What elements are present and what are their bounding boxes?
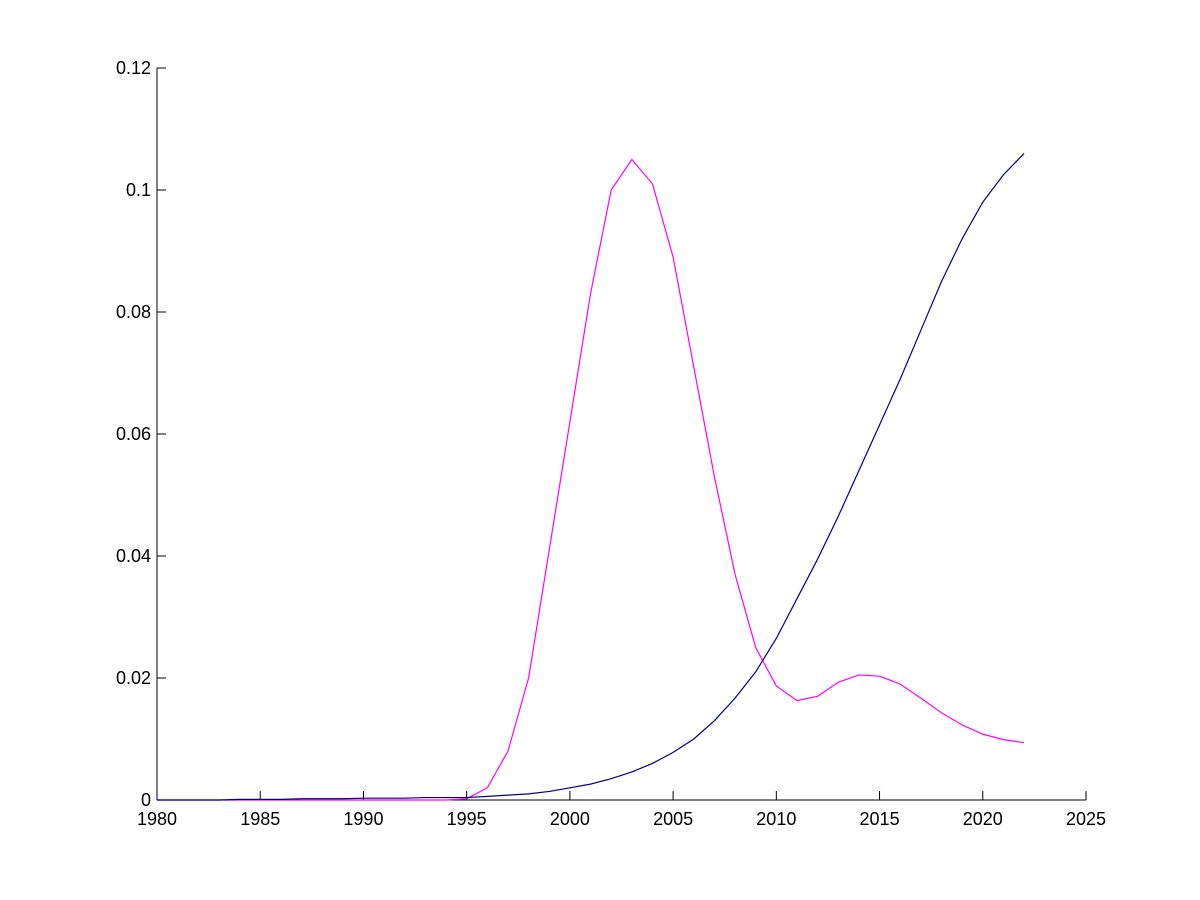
x-tick-label: 2010	[756, 809, 796, 829]
y-tick-label: 0.04	[116, 546, 151, 566]
series-line	[157, 152, 1025, 801]
x-tick-label: 1980	[137, 809, 177, 829]
y-tick-label: 0	[141, 790, 151, 810]
x-tick-label: 2015	[860, 809, 900, 829]
x-tick-label: 2000	[550, 809, 590, 829]
x-tick-label: 1990	[343, 809, 383, 829]
x-tick-label: 1995	[447, 809, 487, 829]
y-tick-label: 0.06	[116, 424, 151, 444]
y-tick-label: 0.1	[126, 180, 151, 200]
x-tick-label: 2020	[963, 809, 1003, 829]
series-line	[157, 158, 1025, 801]
x-tick-label: 1985	[240, 809, 280, 829]
y-tick-label: 0.12	[116, 58, 151, 78]
x-tick-label: 2025	[1066, 809, 1106, 829]
y-tick-label: 0.02	[116, 668, 151, 688]
x-tick-label: 2005	[653, 809, 693, 829]
y-tick-label: 0.08	[116, 302, 151, 322]
